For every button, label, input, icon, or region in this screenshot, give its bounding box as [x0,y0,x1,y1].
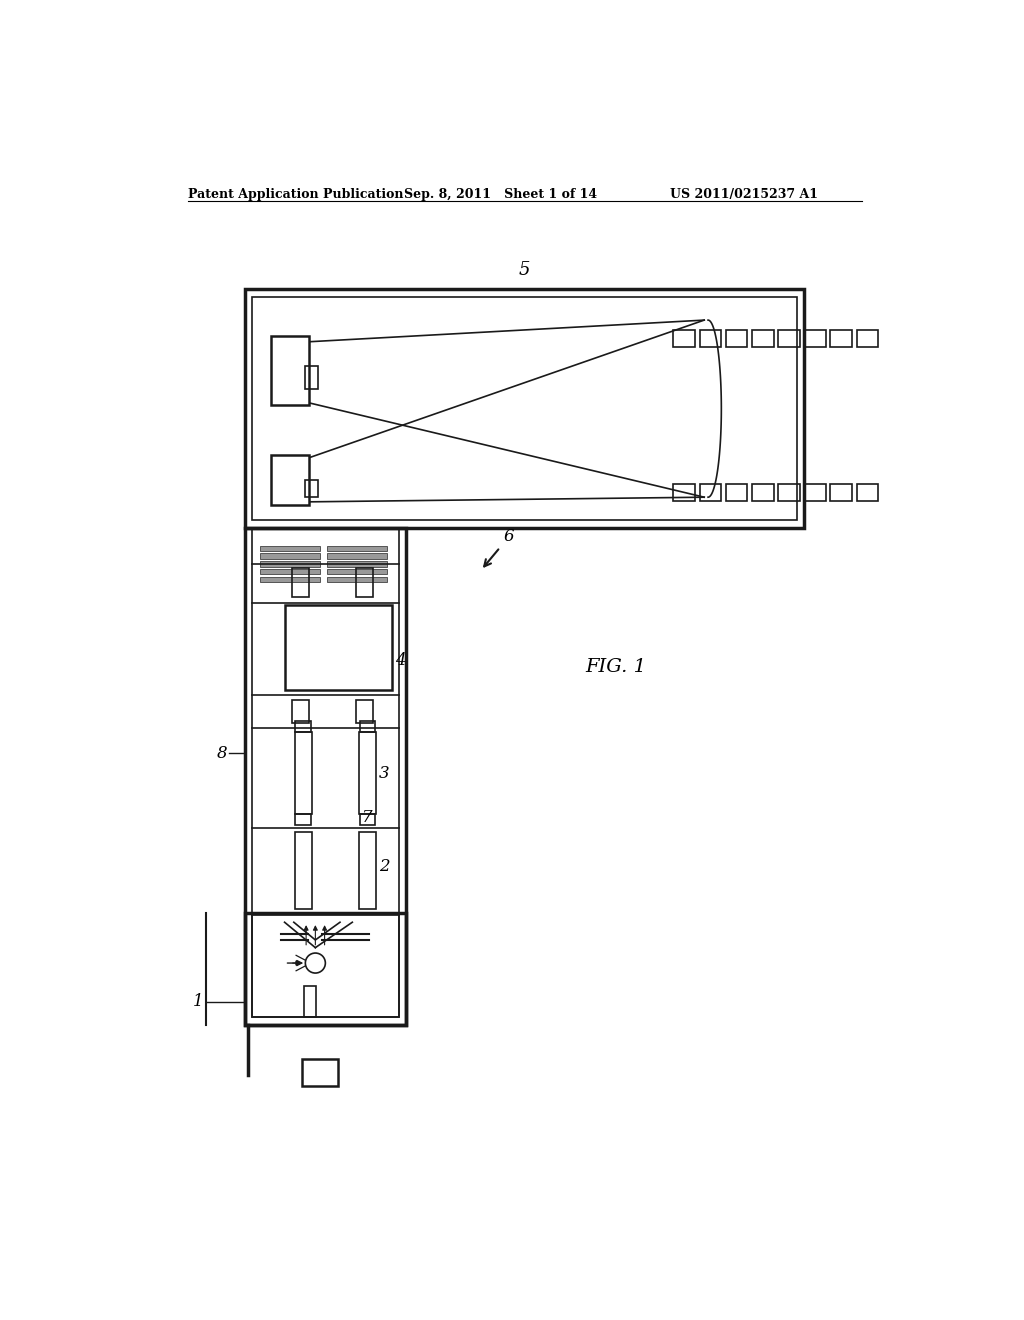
Bar [260,553,319,558]
Text: 4: 4 [395,652,407,668]
Bar [245,913,407,1024]
Bar [857,484,879,502]
Bar [674,484,695,502]
Bar [752,484,773,502]
Bar [356,700,373,723]
Bar [252,528,398,1016]
Bar [327,561,387,566]
Text: 6: 6 [503,528,514,545]
Bar [804,484,826,502]
Bar [699,484,721,502]
Text: US 2011/0215237 A1: US 2011/0215237 A1 [670,187,817,201]
Bar [260,577,319,582]
Text: 2: 2 [379,858,390,875]
Bar [292,568,309,598]
Bar [252,913,398,1016]
Bar [260,561,319,566]
Bar [857,330,879,347]
Bar [270,455,309,506]
Text: 8: 8 [217,744,227,762]
Bar [301,1059,339,1086]
Bar [270,335,309,405]
Bar [674,330,695,347]
Bar [830,330,852,347]
Circle shape [305,953,326,973]
Bar [804,330,826,347]
Bar [295,733,311,814]
Bar [245,289,804,528]
Bar [260,545,319,552]
Bar [260,569,319,574]
Bar [726,484,748,502]
Bar [356,568,373,598]
Text: Sep. 8, 2011   Sheet 1 of 14: Sep. 8, 2011 Sheet 1 of 14 [403,187,597,201]
Bar [245,528,407,1024]
Text: 3: 3 [379,764,390,781]
Bar [304,986,316,1016]
Bar [285,605,392,689]
Bar [752,330,773,347]
Bar [360,814,376,825]
Text: 7: 7 [361,809,372,826]
Bar [726,330,748,347]
Bar [327,553,387,558]
Bar [327,545,387,552]
Bar [360,721,376,733]
Text: FIG. 1: FIG. 1 [585,657,646,676]
Text: Patent Application Publication: Patent Application Publication [188,187,403,201]
Bar [778,484,800,502]
Text: 5: 5 [519,260,530,279]
Bar [327,577,387,582]
Bar [778,330,800,347]
Bar [295,832,311,909]
Bar [699,330,721,347]
Bar [830,484,852,502]
Bar [305,480,317,498]
Text: 1: 1 [194,993,204,1010]
Bar [295,814,310,825]
Bar [359,733,376,814]
Bar [295,721,310,733]
Bar [305,367,317,389]
Bar [359,832,376,909]
Bar [252,297,797,520]
Bar [292,700,309,723]
Bar [327,569,387,574]
